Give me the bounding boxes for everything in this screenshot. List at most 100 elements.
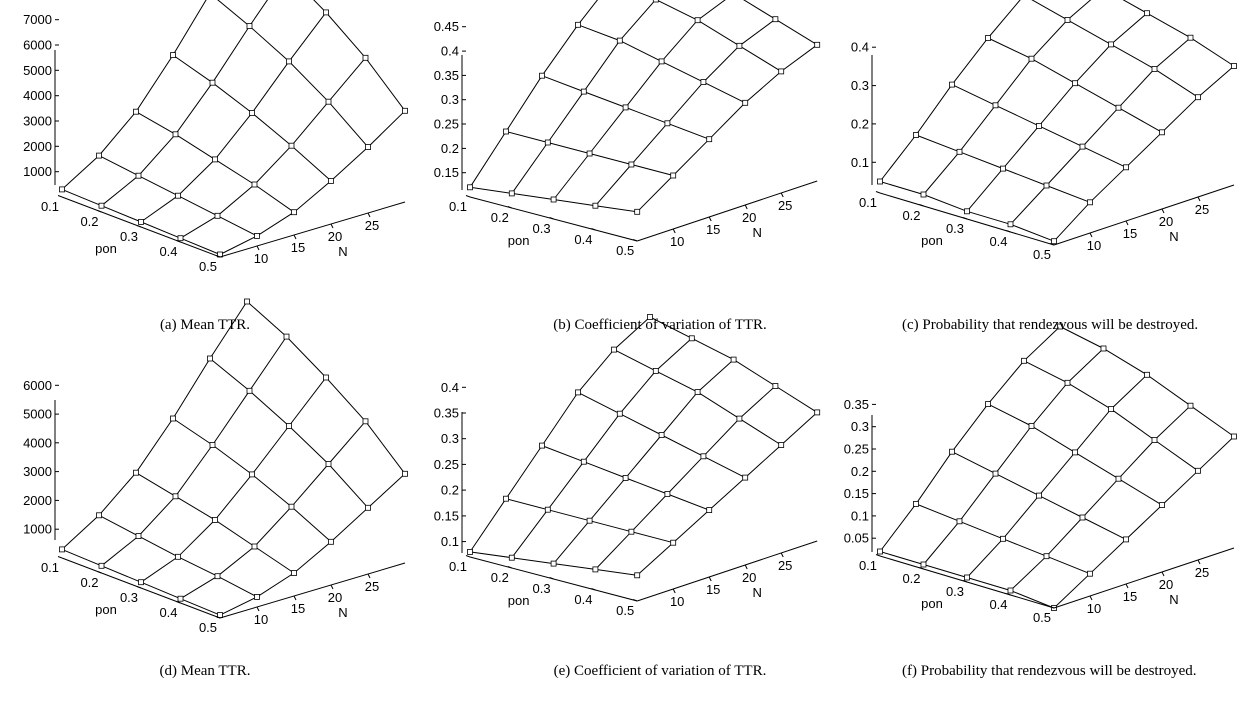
surface-line-x-a-4 — [219, 110, 406, 255]
pon-axis-title-a: pon — [95, 241, 117, 256]
caption-f: (f) Probability that rendezvous will be … — [902, 663, 1197, 679]
pon-tick-label-d-4: 0.5 — [199, 620, 217, 635]
data-point-d-4-5 — [402, 470, 408, 477]
n-tick-label-b-1: 15 — [706, 222, 720, 237]
data-point-c-2-5 — [1144, 10, 1150, 17]
data-point-c-3-5 — [1187, 34, 1194, 41]
data-point-c-3-4 — [1151, 66, 1158, 72]
data-point-c-3-1 — [1043, 182, 1050, 189]
data-point-a-3-4 — [325, 98, 332, 105]
n-tick-a-3 — [367, 212, 371, 218]
pon-tick-a-3 — [176, 240, 181, 243]
data-point-a-1-3 — [209, 79, 216, 86]
data-point-f-4-4 — [1195, 467, 1201, 474]
pon-tick-label-f-4: 0.5 — [1033, 610, 1051, 625]
z-tick-label-a-1: 2000 — [23, 139, 52, 154]
data-point-f-3-5 — [1187, 402, 1194, 409]
pon-tick-c-2 — [962, 217, 968, 220]
z-tick-label-d-5: 6000 — [23, 378, 52, 393]
data-point-e-0-5 — [647, 314, 653, 320]
n-tick-d-3 — [367, 573, 371, 579]
n-tick-d-2 — [330, 584, 334, 590]
data-point-e-0-4 — [611, 346, 617, 353]
data-point-e-1-5 — [688, 335, 695, 342]
pon-tick-f-2 — [962, 580, 968, 583]
n-tick-label-a-1: 15 — [291, 240, 305, 255]
n-tick-label-e-1: 15 — [706, 582, 720, 597]
data-point-b-3-1 — [628, 161, 635, 168]
data-point-d-1-1 — [135, 533, 142, 539]
z-tick-label-d-3: 4000 — [23, 435, 52, 450]
data-point-c-1-4 — [1064, 16, 1071, 23]
z-tick-label-d-1: 2000 — [23, 493, 52, 508]
data-point-a-0-0 — [59, 186, 65, 193]
n-axis-c — [1053, 184, 1235, 246]
z-tick-label-f-3: 0.2 — [851, 464, 869, 479]
data-point-c-1-1 — [956, 148, 963, 155]
surface-line-x-f-1 — [923, 348, 1104, 565]
data-point-b-1-3 — [616, 37, 623, 44]
data-point-b-1-1 — [544, 139, 551, 146]
z-tick-label-e-3: 0.25 — [434, 457, 459, 472]
surface-line-x-b-3 — [595, 18, 776, 207]
data-point-b-4-1 — [670, 172, 677, 179]
n-tick-label-a-2: 20 — [328, 229, 342, 244]
data-point-e-4-2 — [706, 507, 713, 514]
surface-line-y-c-5 — [1122, 0, 1235, 67]
surface-line-x-d-1 — [101, 336, 287, 567]
pon-tick-a-4 — [215, 255, 221, 258]
surface-line-x-a-2 — [140, 12, 327, 223]
surface-line-x-c-4 — [1053, 65, 1235, 242]
surface-line-x-a-1 — [101, 0, 268, 207]
surface-line-x-c-0 — [879, 0, 1021, 182]
data-point-d-1-4 — [246, 387, 253, 394]
z-tick-label-d-4: 5000 — [23, 407, 52, 422]
pon-tick-f-4 — [1049, 606, 1055, 609]
n-tick-label-d-1: 15 — [291, 601, 305, 616]
pon-tick-c-4 — [1049, 243, 1055, 246]
n-tick-label-b-2: 20 — [742, 210, 756, 225]
data-point-c-2-0 — [964, 208, 970, 215]
pon-tick-label-f-3: 0.4 — [989, 597, 1007, 612]
surface-line-x-e-3 — [595, 385, 776, 570]
data-point-c-2-1 — [1000, 165, 1006, 172]
data-point-a-1-0 — [98, 202, 105, 209]
data-point-f-3-4 — [1151, 437, 1158, 443]
data-point-e-2-0 — [550, 560, 557, 567]
pon-tick-label-c-2: 0.3 — [946, 221, 964, 236]
n-axis-b — [637, 180, 818, 242]
data-point-d-4-4 — [365, 504, 371, 511]
z-tick-label-d-0: 1000 — [23, 522, 52, 537]
n-axis-a — [219, 201, 406, 258]
data-point-b-2-0 — [550, 196, 557, 203]
data-point-c-2-2 — [1036, 123, 1042, 129]
pon-tick-label-f-2: 0.3 — [946, 584, 964, 599]
data-point-f-4-1 — [1087, 570, 1093, 577]
n-tick-label-c-2: 20 — [1159, 214, 1173, 229]
data-point-d-1-2 — [172, 493, 179, 500]
surface-line-x-f-4 — [1053, 436, 1235, 609]
data-point-e-4-0 — [634, 572, 641, 579]
n-tick-label-f-2: 20 — [1159, 577, 1173, 592]
data-point-e-3-1 — [628, 528, 635, 535]
n-tick-f-1 — [1125, 583, 1129, 589]
data-point-d-3-5 — [362, 418, 369, 425]
n-tick-label-c-1: 15 — [1123, 226, 1137, 241]
data-point-c-4-2 — [1123, 164, 1129, 171]
data-point-d-4-2 — [291, 570, 297, 576]
data-point-d-0-0 — [59, 546, 65, 553]
surface-line-x-e-2 — [553, 359, 734, 564]
data-point-f-1-0 — [920, 561, 927, 568]
data-point-e-4-3 — [742, 474, 749, 481]
data-point-a-2-2 — [212, 156, 218, 163]
n-tick-label-f-1: 15 — [1123, 589, 1137, 604]
surface-line-x-a-0 — [61, 0, 207, 190]
surface-line-x-d-2 — [140, 377, 327, 583]
data-point-e-4-4 — [778, 442, 785, 448]
pon-tick-label-a-1: 0.2 — [80, 214, 98, 229]
pon-tick-c-1 — [919, 204, 924, 207]
data-point-a-4-5 — [402, 107, 408, 114]
data-point-c-0-3 — [985, 35, 991, 41]
n-tick-e-2 — [744, 564, 748, 570]
